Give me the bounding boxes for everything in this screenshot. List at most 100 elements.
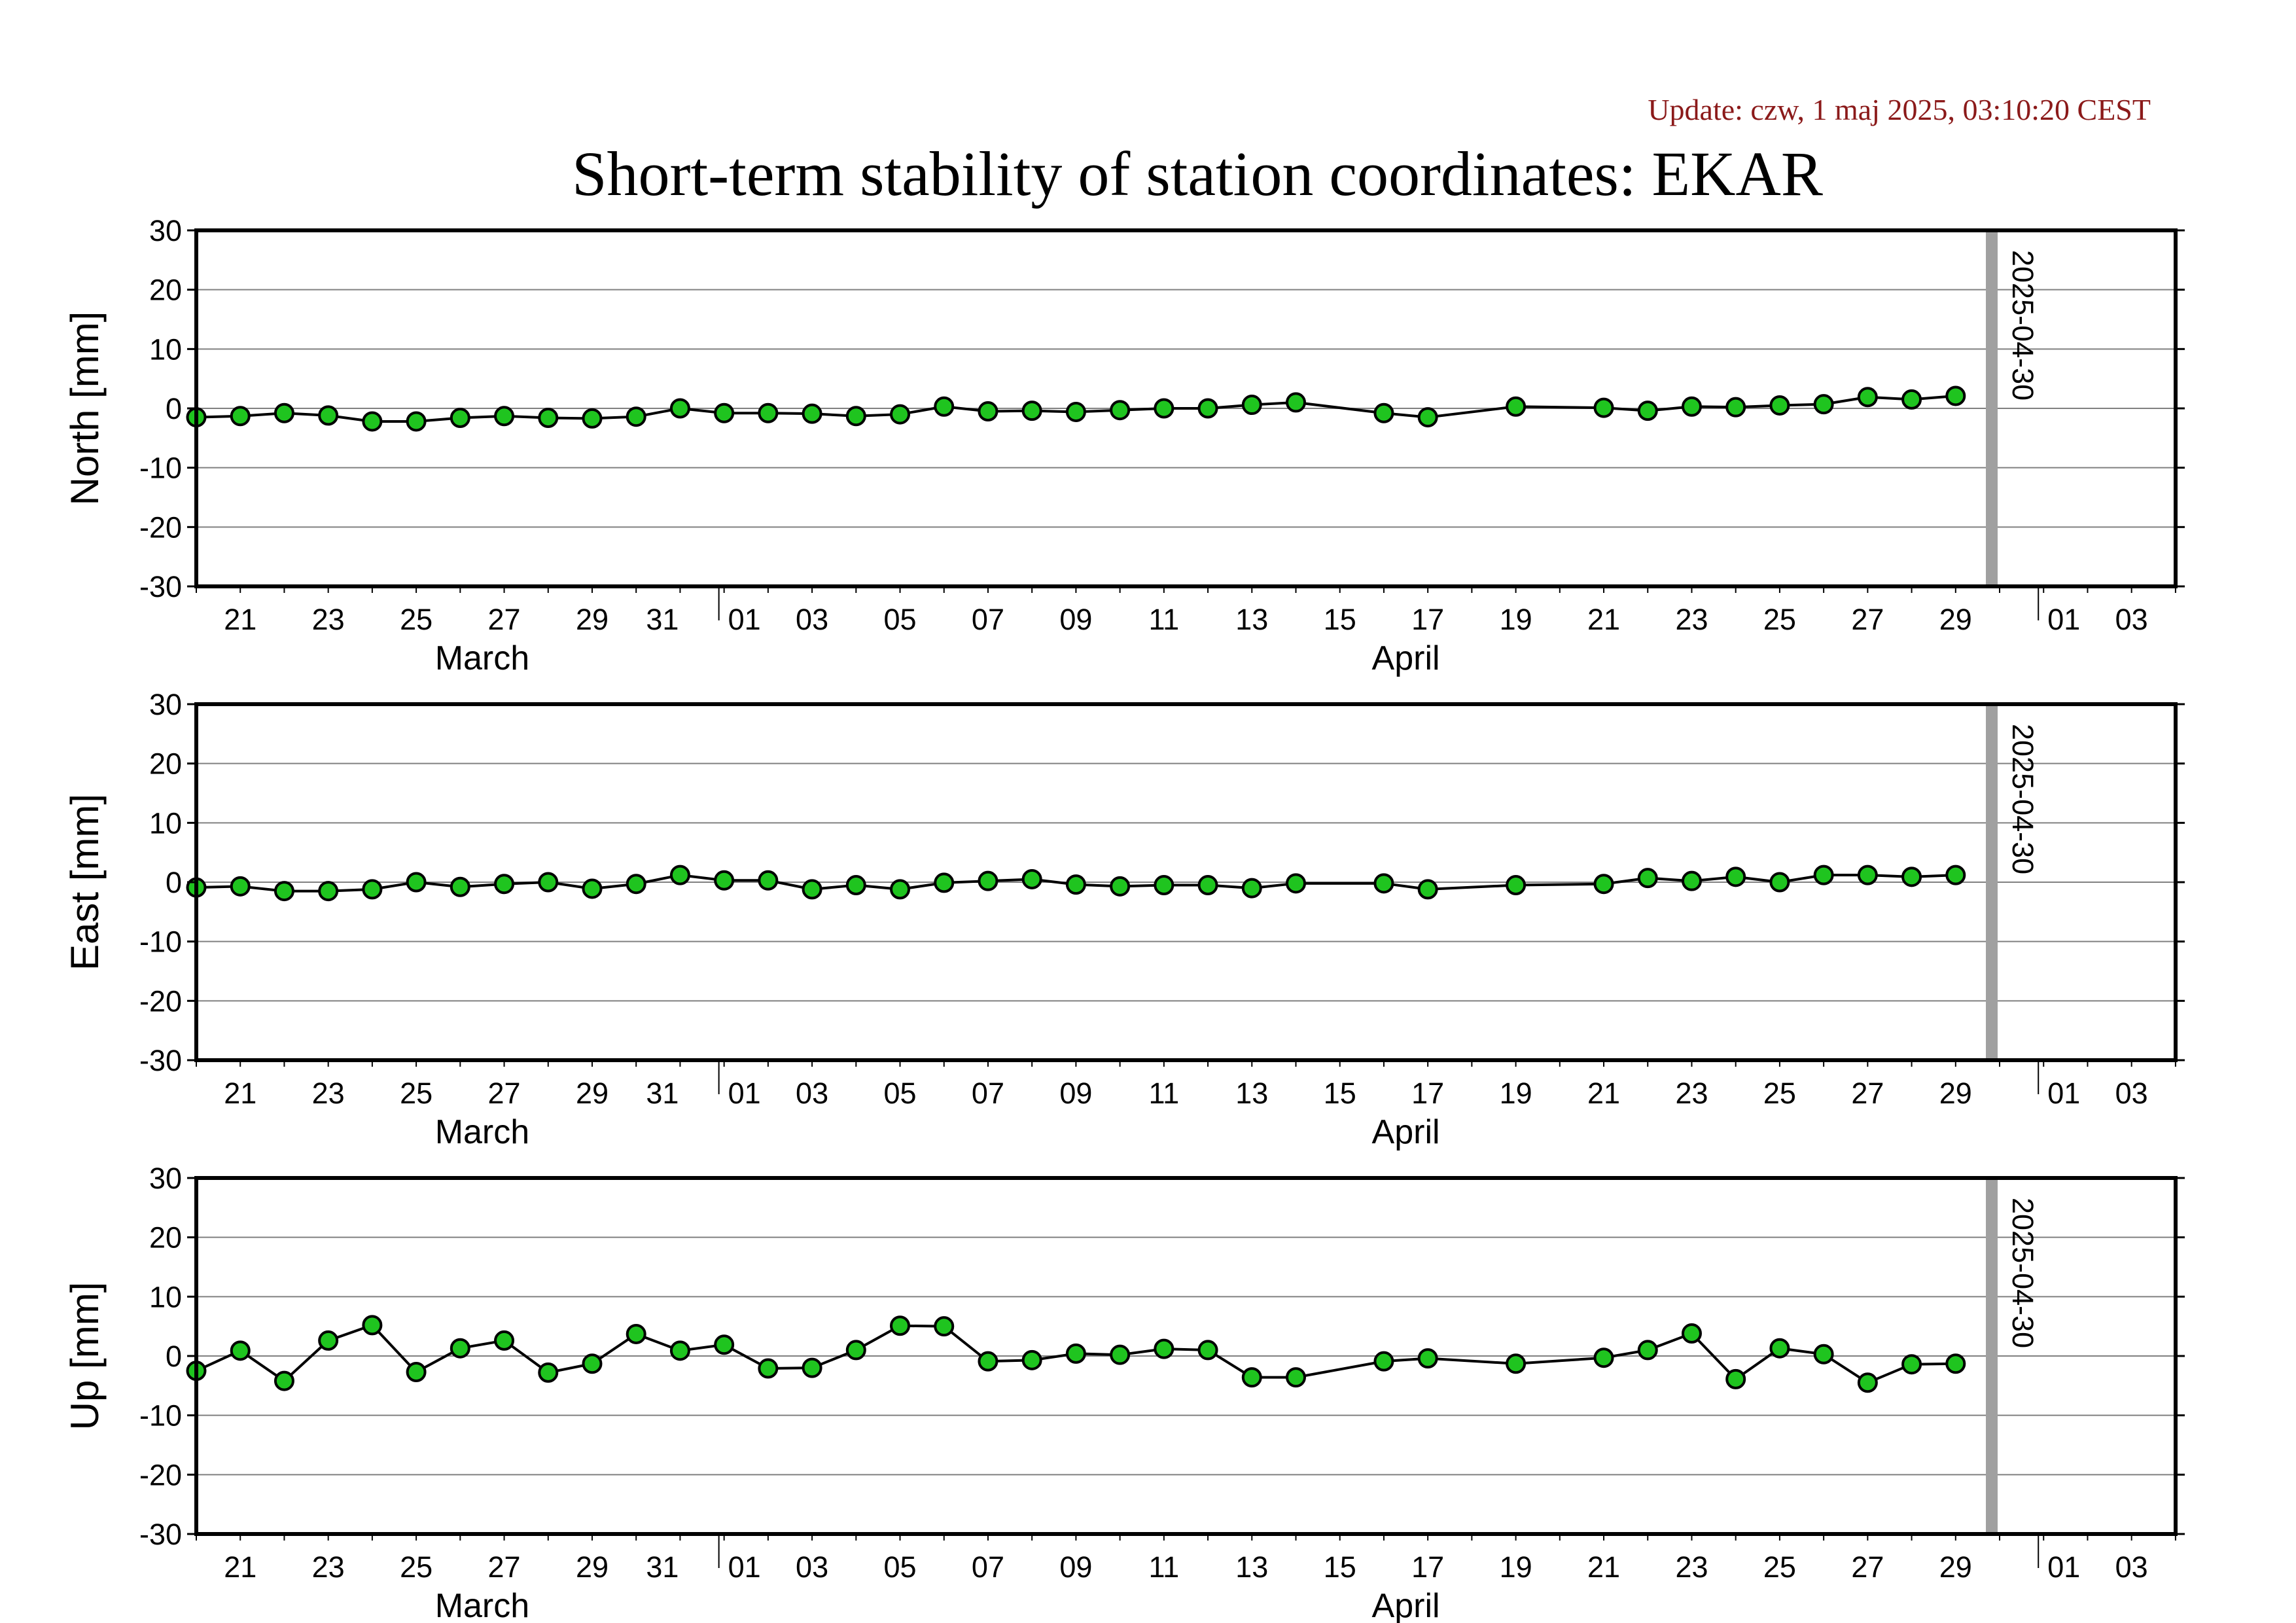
x-tick-label: 21	[1587, 603, 1620, 636]
x-month-label: March	[435, 1113, 529, 1151]
data-point	[1901, 1354, 1922, 1375]
x-tick-label: 07	[972, 1550, 1004, 1584]
x-tick-label: 21	[1587, 1077, 1620, 1110]
data-point	[669, 865, 690, 885]
y-tick-label: 10	[149, 1280, 182, 1313]
data-point	[1945, 1353, 1966, 1374]
data-point	[318, 881, 339, 902]
data-point	[1417, 879, 1438, 900]
data-point	[1637, 868, 1658, 889]
panel-north: 2025-04-30 30 20 10 0 -10 -20 -30 North [mm] 21 23…	[63, 214, 2185, 677]
x-month-label: April	[1372, 1113, 1440, 1151]
data-point	[1681, 396, 1702, 417]
data-point	[450, 408, 470, 429]
y-tick-label: 30	[149, 214, 182, 247]
data-point	[1110, 1344, 1131, 1365]
data-point	[1813, 1344, 1834, 1364]
data-point	[582, 1353, 603, 1374]
data-point	[274, 402, 294, 423]
x-tick-label: 23	[312, 1077, 345, 1110]
x-tick-label: 31	[646, 1077, 679, 1110]
x-tick-label: 29	[576, 603, 609, 636]
data-point	[1373, 402, 1394, 423]
y-axis-label: Up [mm]	[63, 1282, 107, 1431]
x-tick-label: 03	[796, 1550, 828, 1584]
data-point	[890, 1315, 911, 1336]
data-point	[758, 1358, 779, 1379]
x-tick-label: 11	[1148, 1077, 1179, 1110]
data-point	[1901, 389, 1922, 410]
data-point	[714, 1334, 735, 1355]
data-point	[669, 398, 690, 419]
data-point	[450, 876, 470, 897]
data-point	[494, 1330, 515, 1351]
y-tick-label: 30	[149, 688, 182, 721]
data-point	[934, 872, 955, 893]
data-point	[494, 406, 515, 427]
x-tick-label: 11	[1148, 603, 1179, 636]
data-point	[1769, 1338, 1790, 1359]
x-tick-label: 21	[224, 1077, 256, 1110]
data-point	[890, 404, 911, 425]
x-tick-label: 19	[1500, 1077, 1532, 1110]
y-tick-label: -20	[139, 1458, 182, 1491]
x-tick-label: 23	[1675, 603, 1708, 636]
x-tick-label: 23	[312, 603, 345, 636]
data-point	[978, 401, 998, 422]
data-point	[1901, 866, 1922, 887]
data-point	[1110, 400, 1131, 421]
data-point	[362, 411, 383, 432]
x-tick-label: 15	[1324, 1550, 1356, 1584]
y-tick-label: -30	[139, 1044, 182, 1077]
y-tick-label: 10	[149, 332, 182, 366]
x-tick-label: 27	[1851, 603, 1884, 636]
data-point	[978, 1351, 998, 1372]
data-point	[1725, 1368, 1746, 1389]
data-point	[1021, 1349, 1042, 1370]
x-tick-label: 03	[2115, 603, 2148, 636]
x-tick-label: 01	[728, 603, 761, 636]
current-date-label: 2025-04-30	[2006, 724, 2040, 874]
data-point	[362, 879, 383, 900]
data-point	[1286, 392, 1306, 413]
y-tick-label: -20	[139, 984, 182, 1018]
data-point	[1065, 1343, 1086, 1364]
data-point	[582, 408, 603, 429]
x-tick-label: 21	[224, 1550, 256, 1584]
data-point	[934, 396, 955, 417]
data-point	[845, 1340, 866, 1361]
data-point	[274, 1370, 294, 1391]
data-point	[1373, 1351, 1394, 1372]
x-tick-label: 17	[1411, 1550, 1444, 1584]
x-tick-label: 23	[1675, 1550, 1708, 1584]
x-tick-label: 03	[2115, 1077, 2148, 1110]
x-tick-label: 31	[646, 603, 679, 636]
data-point	[406, 1361, 427, 1382]
x-tick-label: 29	[576, 1077, 609, 1110]
x-tick-label: 25	[400, 603, 433, 636]
data-point	[1945, 865, 1966, 885]
y-tick-label: -30	[139, 570, 182, 603]
panel-up: 2025-04-30 30 20 10 0 -10 -20 -30 Up [mm] 21 23 25 2…	[63, 1162, 2185, 1623]
x-tick-label: 01	[728, 1077, 761, 1110]
data-point	[1857, 1372, 1878, 1393]
x-tick-label: 01	[2047, 1550, 2080, 1584]
x-tick-label: 03	[796, 603, 828, 636]
x-tick-label: 25	[400, 1077, 433, 1110]
data-point	[1241, 878, 1262, 899]
data-point	[626, 406, 646, 427]
x-tick-label: 27	[1851, 1550, 1884, 1584]
y-tick-label: 20	[149, 1221, 182, 1255]
data-point	[1593, 1347, 1614, 1368]
data-point	[230, 406, 251, 427]
x-month-label: April	[1372, 639, 1440, 677]
x-tick-label: 01	[2047, 1077, 2080, 1110]
data-point	[1286, 873, 1306, 894]
data-point	[714, 402, 735, 423]
data-point	[406, 872, 427, 893]
x-tick-label: 29	[1939, 603, 1972, 636]
data-point	[1417, 407, 1438, 428]
data-point	[669, 1340, 690, 1361]
x-tick-label: 27	[488, 1550, 521, 1584]
